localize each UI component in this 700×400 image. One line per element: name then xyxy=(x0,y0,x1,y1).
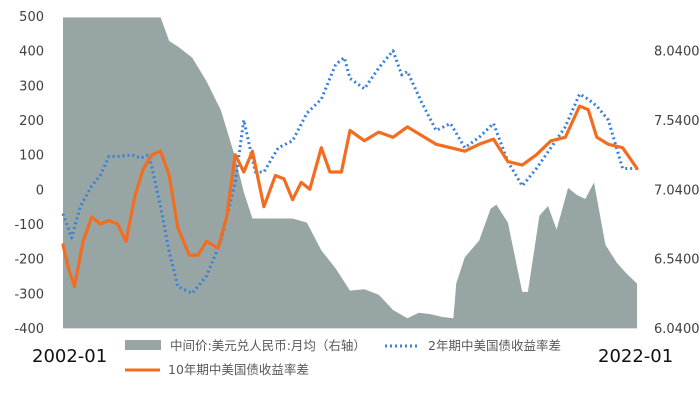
y-right-tick-label: 6.0400 xyxy=(654,322,700,337)
right-axis: 8.0400 7.5400 7.0400 6.5400 6.0400 xyxy=(654,45,700,337)
y-left-tick-label: 500 xyxy=(19,10,44,25)
y-left-tick-label: -100 xyxy=(14,218,44,233)
x-start-date-label: 2002-01 xyxy=(32,346,107,367)
left-axis: 500 400 300 200 100 0 -100 -200 -300 -400 xyxy=(14,10,44,337)
legend-label-2y: 2年期中美国债收益率差 xyxy=(428,338,561,353)
y-left-tick-label: 100 xyxy=(19,149,44,164)
y-left-tick-label: -300 xyxy=(14,287,44,302)
legend-swatch-fx xyxy=(125,340,161,350)
y-left-tick-label: 0 xyxy=(36,183,44,198)
y-left-tick-label: -200 xyxy=(14,253,44,268)
series-line-layer xyxy=(61,49,639,295)
y-left-tick-label: -400 xyxy=(14,322,44,337)
y-left-tick-label: 300 xyxy=(19,79,44,94)
fx-area xyxy=(63,17,637,329)
series-line-2y xyxy=(61,49,637,295)
legend-label-10y: 10年期中美国债收益率差 xyxy=(168,362,309,377)
y-right-tick-label: 8.0400 xyxy=(654,45,700,60)
legend: 中间价:美元兑人民币:月均（右轴） 2年期中美国债收益率差 10年期中美国债收益… xyxy=(125,338,561,377)
y-right-tick-label: 6.5400 xyxy=(654,253,700,268)
legend-label-fx: 中间价:美元兑人民币:月均（右轴） xyxy=(170,338,366,353)
y-left-tick-label: 400 xyxy=(19,45,44,60)
y-right-tick-label: 7.0400 xyxy=(654,183,700,198)
y-left-tick-label: 200 xyxy=(19,114,44,129)
x-end-date-label: 2022-01 xyxy=(598,346,673,367)
fx-area-layer xyxy=(63,17,637,329)
y-right-tick-label: 7.5400 xyxy=(654,114,700,129)
series-line-10y xyxy=(61,104,639,288)
